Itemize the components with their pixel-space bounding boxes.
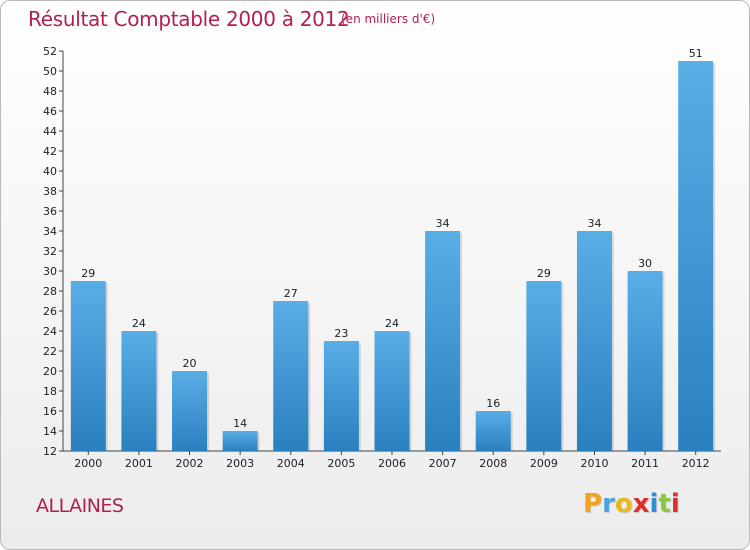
- y-tick-label: 26: [43, 305, 57, 318]
- proxiti-logo: Proxiti: [583, 489, 680, 519]
- value-label: 29: [81, 267, 95, 280]
- y-tick-label: 48: [43, 85, 57, 98]
- town-name: ALLAINES: [36, 495, 124, 517]
- x-tick-label: 2006: [378, 457, 406, 470]
- value-label: 34: [587, 217, 601, 230]
- x-tick-label: 2010: [580, 457, 608, 470]
- x-tick-label: 2003: [226, 457, 254, 470]
- x-tick-label: 2009: [530, 457, 558, 470]
- y-tick-label: 24: [43, 325, 57, 338]
- y-tick-label: 16: [43, 405, 57, 418]
- value-label: 51: [689, 47, 703, 60]
- y-tick-label: 12: [43, 445, 57, 458]
- x-tick-label: 2001: [125, 457, 153, 470]
- bar-2010: [576, 231, 612, 451]
- value-label: 23: [334, 327, 348, 340]
- x-tick-label: 2000: [74, 457, 102, 470]
- y-tick-label: 22: [43, 345, 57, 358]
- x-tick-label: 2005: [327, 457, 355, 470]
- bar-2007: [425, 231, 461, 451]
- chart-title: Résultat Comptable 2000 à 2012: [28, 7, 350, 31]
- y-tick-label: 34: [43, 225, 57, 238]
- value-label: 14: [233, 417, 247, 430]
- x-tick-label: 2002: [176, 457, 204, 470]
- bar-2004: [273, 301, 309, 451]
- y-tick-label: 42: [43, 145, 57, 158]
- value-label: 29: [537, 267, 551, 280]
- value-label: 34: [436, 217, 450, 230]
- bar-2011: [627, 271, 663, 451]
- y-tick-label: 20: [43, 365, 57, 378]
- y-tick-label: 36: [43, 205, 57, 218]
- y-tick-label: 28: [43, 285, 57, 298]
- logo-letter: x: [632, 489, 650, 519]
- value-label: 27: [284, 287, 298, 300]
- value-label: 24: [385, 317, 399, 330]
- bar-2006: [374, 331, 410, 451]
- y-tick-label: 50: [43, 65, 57, 78]
- logo-letter: P: [583, 489, 603, 519]
- y-tick-label: 52: [43, 45, 57, 58]
- logo-letter: r: [602, 489, 615, 519]
- y-tick-label: 14: [43, 425, 57, 438]
- bar-2002: [172, 371, 208, 451]
- x-tick-label: 2011: [631, 457, 659, 470]
- y-tick-label: 46: [43, 105, 57, 118]
- value-label: 16: [486, 397, 500, 410]
- y-tick-label: 40: [43, 165, 57, 178]
- bar-2005: [323, 341, 359, 451]
- bar-2008: [475, 411, 511, 451]
- x-tick-label: 2007: [429, 457, 457, 470]
- value-label: 24: [132, 317, 146, 330]
- bar-2001: [121, 331, 157, 451]
- x-tick-label: 2008: [479, 457, 507, 470]
- y-tick-label: 44: [43, 125, 57, 138]
- logo-letter: i: [649, 489, 659, 519]
- bar-2009: [526, 281, 562, 451]
- y-tick-label: 32: [43, 245, 57, 258]
- x-tick-label: 2004: [277, 457, 305, 470]
- value-label: 30: [638, 257, 652, 270]
- logo-letter: o: [614, 489, 633, 519]
- logo-letter: i: [670, 489, 680, 519]
- value-label: 20: [183, 357, 197, 370]
- bar-2012: [678, 61, 714, 451]
- bar-2003: [222, 431, 258, 451]
- y-tick-label: 38: [43, 185, 57, 198]
- chart-subtitle: (en milliers d'€): [341, 12, 436, 26]
- x-tick-label: 2012: [682, 457, 710, 470]
- logo-letter: t: [658, 489, 671, 519]
- y-tick-label: 30: [43, 265, 57, 278]
- bar-2000: [70, 281, 106, 451]
- y-tick-label: 18: [43, 385, 57, 398]
